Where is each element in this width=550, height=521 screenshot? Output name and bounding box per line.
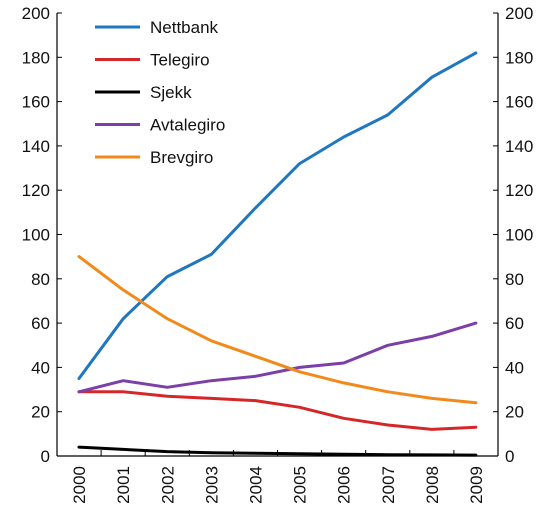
x-tick-label: 2005 — [291, 466, 310, 504]
y-tick-label: 200 — [505, 4, 533, 23]
legend-label-brevgiro: Brevgiro — [150, 148, 213, 167]
legend-label-sjekk: Sjekk — [150, 83, 192, 102]
y-tick-label: 160 — [22, 93, 50, 112]
y-tick-label: 140 — [22, 137, 50, 156]
y-tick-label: 80 — [31, 270, 50, 289]
y-tick-label: 40 — [505, 358, 524, 377]
y-tick-label: 200 — [22, 4, 50, 23]
y-tick-label: 80 — [505, 270, 524, 289]
y-tick-label: 100 — [22, 226, 50, 245]
x-tick-label: 2004 — [246, 466, 265, 504]
x-tick-label: 2006 — [335, 466, 354, 504]
y-tick-label: 60 — [31, 314, 50, 333]
legend-label-avtalegiro: Avtalegiro — [150, 116, 225, 135]
y-tick-label: 140 — [505, 137, 533, 156]
x-tick-label: 2001 — [114, 466, 133, 504]
axes — [56, 12, 499, 457]
left-y-tick-labels: 0 20 40 60 80 100 120 140 160 180 200 — [22, 4, 50, 466]
y-tick-label: 180 — [505, 48, 533, 67]
series-line-avtalegiro — [77, 321, 478, 394]
y-tick-label: 120 — [505, 181, 533, 200]
series-line-telegiro — [77, 390, 478, 431]
x-tick-label: 2000 — [70, 466, 89, 504]
y-tick-label: 100 — [505, 226, 533, 245]
x-tick-label: 2007 — [379, 466, 398, 504]
y-tick-label: 0 — [505, 447, 514, 466]
series-line-nettbank — [77, 51, 478, 380]
y-tick-label: 60 — [505, 314, 524, 333]
right-y-tick-labels: 0 20 40 60 80 100 120 140 160 180 200 — [505, 4, 533, 466]
series-line-brevgiro — [77, 255, 478, 405]
y-tick-label: 180 — [22, 48, 50, 67]
x-tick-labels: 2000 2001 2002 2003 2004 2005 2006 2007 2008 2009 — [70, 466, 486, 504]
y-tick-label: 120 — [22, 181, 50, 200]
legend-label-telegiro: Telegiro — [150, 51, 210, 70]
series-lines — [77, 51, 478, 457]
x-tick-label: 2008 — [423, 466, 442, 504]
x-tick-label: 2009 — [467, 466, 486, 504]
legend-label-nettbank: Nettbank — [150, 18, 219, 37]
y-tick-label: 160 — [505, 93, 533, 112]
x-tick-label: 2002 — [158, 466, 177, 504]
y-tick-label: 0 — [41, 447, 50, 466]
y-tick-label: 20 — [505, 403, 524, 422]
y-tick-label: 40 — [31, 358, 50, 377]
y-tick-label: 20 — [31, 403, 50, 422]
series-line-sjekk — [77, 445, 478, 457]
legend: Nettbank Telegiro Sjekk Avtalegiro Brevgiro — [95, 18, 225, 167]
x-tick-label: 2003 — [202, 466, 221, 504]
